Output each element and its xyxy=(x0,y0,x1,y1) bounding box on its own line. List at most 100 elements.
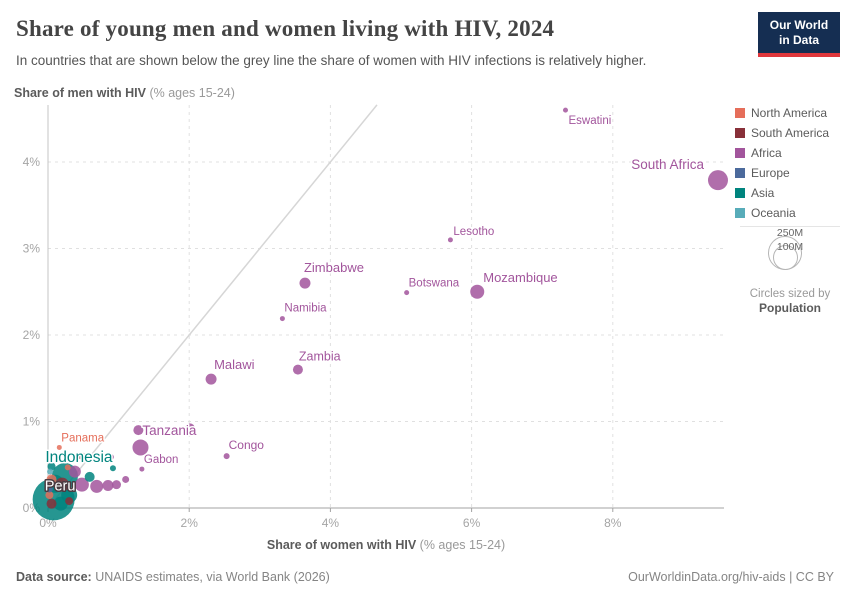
legend-label-north_america: North America xyxy=(751,106,828,120)
legend-label-oceania: Oceania xyxy=(751,206,796,220)
size-legend: 250M 100M Circles sized by Population xyxy=(735,227,845,315)
legend-label-europe: Europe xyxy=(751,166,790,180)
data-point[interactable] xyxy=(122,475,130,483)
data-point[interactable] xyxy=(107,453,114,460)
data-point[interactable] xyxy=(111,480,121,490)
data-point-namibia[interactable] xyxy=(279,316,285,322)
country-label-panama[interactable]: Panama xyxy=(60,431,106,446)
legend-item-europe[interactable]: Europe xyxy=(735,166,847,180)
legend-swatch-south_america xyxy=(735,128,745,138)
country-label-lesotho[interactable]: Lesotho xyxy=(452,224,496,239)
data-source-note: Data source: UNAIDS estimates, via World… xyxy=(16,570,330,584)
data-point-tanzania[interactable] xyxy=(133,425,144,436)
country-label-zambia[interactable]: Zambia xyxy=(297,348,342,365)
country-label-indonesia[interactable]: Indonesia xyxy=(44,447,115,467)
continent-legend: North America South America Africa Europe As… xyxy=(735,106,847,226)
data-point[interactable] xyxy=(46,498,57,509)
data-point-south-africa[interactable] xyxy=(707,170,728,191)
data-point-zambia[interactable] xyxy=(292,364,303,375)
legend-swatch-oceania xyxy=(735,208,745,218)
data-point-eswatini[interactable] xyxy=(562,107,568,113)
x-tick-label-4: 4% xyxy=(322,516,340,530)
data-point[interactable] xyxy=(184,423,195,434)
data-point-congo[interactable] xyxy=(223,453,230,460)
legend-label-south_america: South America xyxy=(751,126,830,140)
size-legend-circles: 250M 100M xyxy=(735,227,845,282)
data-point[interactable] xyxy=(96,455,104,463)
country-label-south-africa[interactable]: South Africa xyxy=(630,156,706,174)
country-label-congo[interactable]: Congo xyxy=(227,437,266,454)
legend-item-oceania[interactable]: Oceania xyxy=(735,206,847,220)
page-title: Share of young men and women living with… xyxy=(16,16,555,41)
data-point[interactable] xyxy=(65,497,74,506)
legend-swatch-africa xyxy=(735,148,745,158)
x-tick-label-8: 8% xyxy=(604,516,622,530)
y-tick-label-2: 2% xyxy=(23,328,41,342)
data-point[interactable] xyxy=(74,477,89,492)
owid-footer-link[interactable]: OurWorldinData.org/hiv-aids | CC BY xyxy=(628,570,834,584)
country-label-peru[interactable]: Peru xyxy=(43,477,77,496)
country-label-namibia[interactable]: Namibia xyxy=(283,301,329,316)
size-legend-caption: Circles sized by xyxy=(749,288,831,300)
x-tick-label-6: 6% xyxy=(463,516,481,530)
data-point[interactable] xyxy=(47,462,56,471)
legend-label-asia: Asia xyxy=(751,186,775,200)
data-point-panama[interactable] xyxy=(56,444,62,450)
x-axis-title-sub: (% ages 15-24) xyxy=(419,538,506,552)
country-label-mozambique[interactable]: Mozambique xyxy=(482,268,559,286)
legend-swatch-asia xyxy=(735,188,745,198)
data-point-malawi[interactable] xyxy=(205,373,217,385)
legend-swatch-north_america xyxy=(735,108,745,118)
data-point[interactable] xyxy=(132,439,149,456)
data-point[interactable] xyxy=(47,468,54,475)
owid-logo-line2: in Data xyxy=(778,33,819,47)
data-point[interactable] xyxy=(78,452,86,460)
data-point[interactable] xyxy=(102,480,114,492)
data-point-lesotho[interactable] xyxy=(447,237,453,243)
data-point-peru[interactable] xyxy=(55,477,70,492)
data-point[interactable] xyxy=(46,474,57,485)
data-point-zimbabwe[interactable] xyxy=(299,277,311,289)
data-point[interactable] xyxy=(45,491,54,500)
country-label-zimbabwe[interactable]: Zimbabwe xyxy=(302,259,365,277)
chart-subtitle: In countries that are shown below the gr… xyxy=(16,53,647,68)
legend-item-asia[interactable]: Asia xyxy=(735,186,847,200)
data-point[interactable] xyxy=(90,479,104,493)
owid-logo-line1: Our World xyxy=(769,18,829,32)
legend-swatch-europe xyxy=(735,168,745,178)
data-point[interactable] xyxy=(64,464,71,471)
size-circle-100m xyxy=(772,245,798,270)
size-legend-caption-bold: Population xyxy=(759,301,821,315)
legend-item-africa[interactable]: Africa xyxy=(735,146,847,160)
y-tick-label-4: 4% xyxy=(23,155,41,169)
y-axis-title: Share of men with HIV (% ages 15-24) xyxy=(14,86,235,100)
x-axis-title: Share of women with HIV (% ages 15-24) xyxy=(266,538,506,552)
y-tick-label-3: 3% xyxy=(23,242,41,256)
country-label-eswatini[interactable]: Eswatini xyxy=(567,114,613,129)
legend-item-north_america[interactable]: North America xyxy=(735,106,847,120)
country-label-tanzania[interactable]: Tanzania xyxy=(141,422,199,440)
footer: Data source: UNAIDS estimates, via World… xyxy=(0,562,850,608)
comparison-line xyxy=(47,104,378,509)
data-point-gabon[interactable] xyxy=(139,466,145,472)
size-label-100m: 100M xyxy=(776,241,804,253)
y-tick-label-1: 1% xyxy=(23,415,41,429)
country-label-gabon[interactable]: Gabon xyxy=(142,453,180,468)
data-point[interactable] xyxy=(45,485,53,493)
legend-separator xyxy=(740,226,840,227)
data-point[interactable] xyxy=(84,471,95,482)
data-point[interactable] xyxy=(53,496,68,511)
owid-logo: Our World in Data xyxy=(758,12,840,57)
country-label-botswana[interactable]: Botswana xyxy=(407,276,461,291)
size-label-250m: 250M xyxy=(776,227,804,239)
legend-item-south_america[interactable]: South America xyxy=(735,126,847,140)
legend-label-africa: Africa xyxy=(751,146,782,160)
x-tick-label-2: 2% xyxy=(181,516,199,530)
data-point-mozambique[interactable] xyxy=(470,284,485,299)
data-point[interactable] xyxy=(68,465,81,478)
data-point-botswana[interactable] xyxy=(404,290,410,296)
y-axis-title-sub: (% ages 15-24) xyxy=(149,86,235,100)
data-point[interactable] xyxy=(109,465,116,472)
country-label-malawi[interactable]: Malawi xyxy=(213,356,257,374)
